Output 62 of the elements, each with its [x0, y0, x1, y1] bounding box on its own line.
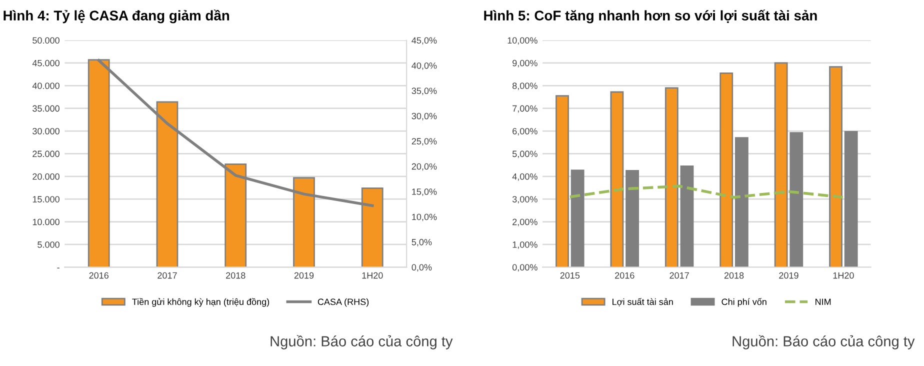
- bar: [556, 95, 569, 268]
- x-tick-label: 2018: [226, 272, 246, 279]
- x-tick-label: 2016: [89, 272, 109, 279]
- y-tick-label: 7,00%: [512, 105, 538, 113]
- legend-label: Tiền gửi không kỳ hạn (triệu đồng): [132, 298, 270, 307]
- y2-tick-label: 15,0%: [412, 188, 437, 196]
- y-tick-label: 5.000: [38, 241, 60, 248]
- y2-tick-label: 25,0%: [412, 138, 437, 146]
- chart-title: Hình 4: Tỷ lệ CASA đang giảm dần: [4, 10, 230, 24]
- y2-tick-label: 10,0%: [412, 214, 437, 222]
- y-tick-label: 0,00%: [512, 264, 538, 272]
- x-tick-label: 2019: [294, 272, 314, 279]
- x-tick-label: 2016: [615, 272, 634, 279]
- chart-title: Hình 5: CoF tăng nhanh hơn so với lợi suất tài sản: [484, 10, 817, 24]
- legend-label: CASA (RHS): [318, 298, 369, 307]
- text: Nguồn: Báo cáo của công ty: [270, 335, 453, 350]
- x-tick-label: 2017: [158, 272, 177, 279]
- text: Nguồn: Báo cáo của công ty: [732, 335, 915, 350]
- y-tick-label: 6,00%: [512, 128, 538, 136]
- line-series: [568, 184, 845, 199]
- y2-tick-label: 20,0%: [412, 163, 437, 171]
- x-tick-label: 1H20: [833, 272, 854, 279]
- y-tick-label: 45.000: [32, 60, 60, 66]
- y2-tick-label: 45,0%: [412, 37, 437, 45]
- bar: [734, 137, 748, 268]
- bar: [720, 72, 734, 268]
- y-tick-label: 10.000: [32, 218, 60, 226]
- x-tick-label: 2015: [560, 272, 580, 279]
- y-tick-label: 25.000: [32, 150, 60, 158]
- y-tick-label: 50.000: [32, 37, 60, 44]
- bar: [570, 170, 584, 268]
- bar: [626, 170, 639, 268]
- legend-label: NIM: [816, 298, 831, 305]
- x-tick-label: 1H20: [362, 272, 383, 279]
- legend-label: Lợi suất tài sản: [612, 298, 673, 306]
- y-tick-label: 30.000: [32, 128, 60, 134]
- y-tick-label: 2,00%: [512, 218, 538, 226]
- y2-tick-label: 30,0%: [412, 112, 437, 120]
- y-tick-label: 10,00%: [508, 37, 538, 45]
- legend-label: Chi phí vốn: [722, 298, 766, 307]
- x-tick-label: 2017: [670, 272, 689, 279]
- x-tick-label: 2019: [779, 272, 798, 279]
- bar: [680, 166, 694, 268]
- bar: [610, 91, 624, 268]
- y-tick-label: 5,00%: [512, 150, 538, 158]
- y-tick-label: 15.000: [32, 196, 60, 202]
- y-tick-label: 3,00%: [512, 196, 538, 204]
- bar: [829, 66, 842, 268]
- y2-tick-label: 35,0%: [412, 88, 437, 96]
- y2-tick-label: 5,0%: [412, 238, 432, 246]
- y-tick-label: 8,00%: [512, 82, 538, 90]
- y-tick-label: 40.000: [32, 82, 60, 90]
- y2-tick-label: 40,0%: [412, 62, 437, 70]
- x-tick-label: 2018: [724, 272, 744, 279]
- y-tick-label: 9,00%: [512, 60, 538, 68]
- y-tick-label: 1,00%: [512, 241, 538, 249]
- y-tick-label: 4,00%: [512, 173, 538, 181]
- y-tick-label: 20.000: [32, 173, 60, 180]
- y-tick-label: 35.000: [32, 105, 60, 112]
- bar: [844, 131, 858, 268]
- y2-tick-label: 0,0%: [412, 264, 432, 272]
- bar: [664, 87, 678, 268]
